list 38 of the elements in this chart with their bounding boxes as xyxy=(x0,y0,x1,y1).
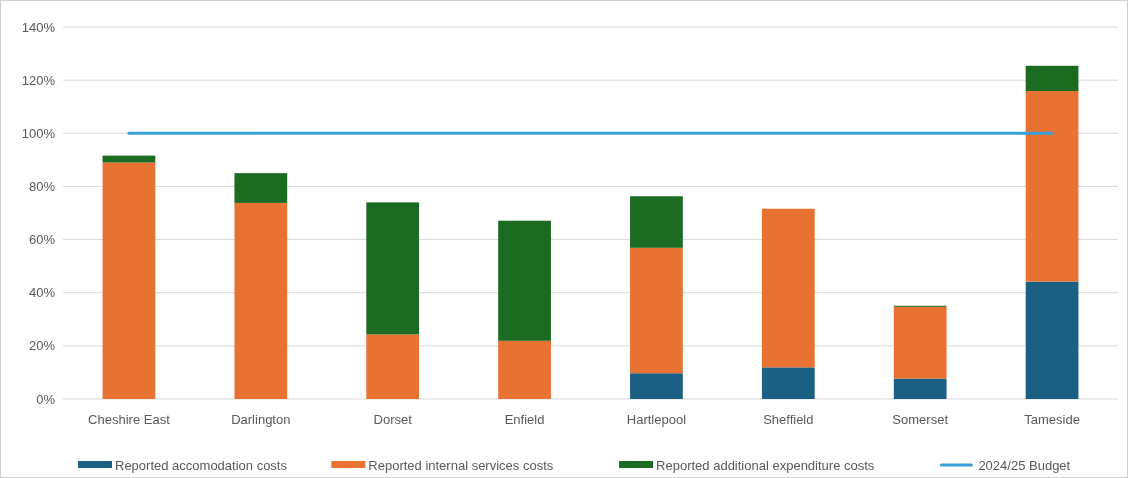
y-tick-label: 140% xyxy=(21,19,56,35)
bar xyxy=(630,196,683,248)
bar xyxy=(234,173,288,203)
bar xyxy=(893,306,947,379)
bar xyxy=(366,202,420,335)
bar xyxy=(1025,91,1079,282)
legend-label: Reported internal services costs xyxy=(368,457,554,473)
x-tick-label: Somerset xyxy=(892,412,949,427)
legend-label: Reported additional expenditure costs xyxy=(656,457,875,473)
bar xyxy=(1025,281,1079,399)
bar xyxy=(498,220,551,341)
legend-label: Reported accomodation costs xyxy=(115,457,288,473)
bar xyxy=(234,202,288,399)
bar xyxy=(761,367,815,399)
legend-label: 2024/25 Budget xyxy=(978,457,1071,473)
bar xyxy=(630,373,683,399)
x-tick-label: Cheshire East xyxy=(88,412,171,427)
y-tick-label: 120% xyxy=(21,72,56,88)
y-tick-label: 60% xyxy=(28,232,56,248)
bar xyxy=(630,247,683,374)
y-tick-label: 20% xyxy=(28,338,56,354)
y-tick-label: 100% xyxy=(21,125,56,141)
x-tick-label: Sheffield xyxy=(763,412,814,427)
x-tick-label: Hartlepool xyxy=(626,412,687,427)
bar xyxy=(893,378,947,399)
x-tick-label: Enfield xyxy=(504,412,545,427)
bar xyxy=(498,340,551,399)
x-tick-label: Tameside xyxy=(1024,412,1080,427)
y-tick-label: 40% xyxy=(28,285,56,301)
bar xyxy=(102,155,156,163)
bar xyxy=(102,162,156,399)
y-tick-label: 80% xyxy=(28,178,56,194)
x-tick-label: Dorset xyxy=(373,412,413,427)
bar xyxy=(761,208,815,368)
bar xyxy=(366,334,420,399)
bar xyxy=(1025,65,1079,92)
x-tick-label: Darlington xyxy=(231,412,291,427)
y-tick-label: 0% xyxy=(36,391,56,407)
